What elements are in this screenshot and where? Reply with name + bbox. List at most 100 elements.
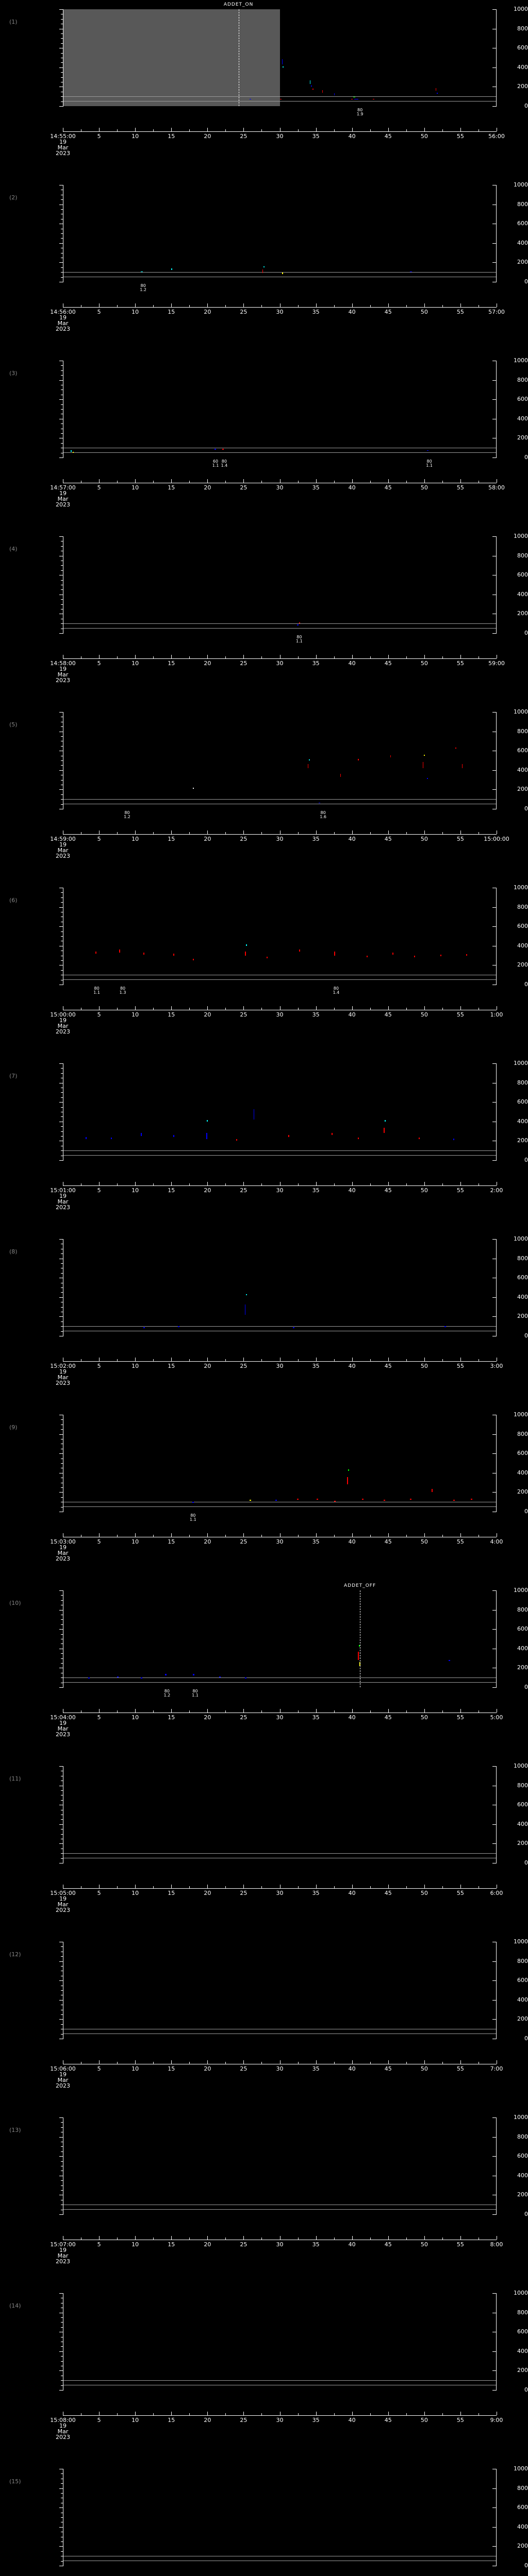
x-tick [243,303,244,307]
x-tick-minor [261,2413,262,2415]
y-tick [59,1316,63,1317]
y-tick-minor [61,760,63,761]
x-tick-label: 15:05:00 [50,1890,76,1896]
x-tick [171,479,172,483]
date-part: Mar [57,496,69,502]
y-tick [59,2351,63,2352]
x-tick-minor [117,1359,118,1361]
y-tick-minor [61,277,63,278]
x-tick-minor [406,2413,407,2415]
x-axis-date: 19 Mar 2023 [56,315,70,332]
x-tick-label: 10 [131,309,139,315]
x-tick-label: 45 [384,309,392,315]
spectrogram-mark [362,1499,364,1500]
x-tick [243,2236,244,2240]
x-tick [316,1006,317,1010]
y-tick-label: 0 [524,1157,528,1163]
x-tick-minor [370,1183,371,1185]
x-axis-line [63,658,497,659]
x-axis-date: 19 Mar 2023 [56,1545,70,1562]
x-tick-label: 35 [312,1363,320,1369]
y-tick [59,1999,63,2001]
x-tick [388,2060,389,2064]
x-tick-minor [261,832,262,834]
y-tick-minor [61,2161,63,2162]
x-tick [99,1358,100,1361]
spectrogram-mark [423,754,425,756]
y-axis-label: Frequency (Hz) [0,1117,1,1160]
x-tick-minor [478,2238,479,2240]
x-tick-minor [406,481,407,483]
x-tick-label: 10 [131,2241,139,2248]
x-tick [424,1182,425,1185]
y-tick-minor [61,33,63,34]
y-tick-minor [61,604,63,605]
y-tick [59,926,63,927]
panel-annotation: 80 1.4 [221,459,228,468]
spectrogram-mark [245,944,247,946]
x-tick-label: 3:00 [490,1363,503,1369]
x-tick-minor [261,1535,262,1537]
x-tick-minor [334,1008,335,1010]
y-tick-minor [61,1150,63,1151]
panel-annotation: 80 1.1 [426,459,433,468]
panel-annotation: 80 1.1 [295,635,303,643]
y-tick-right [492,457,497,458]
x-tick-minor [261,1710,262,1713]
y-tick-minor [61,1092,63,1093]
y-tick [59,2137,63,2138]
x-tick-label: 25 [240,484,248,491]
y-tick-right [492,262,497,263]
x-tick-minor [298,1710,299,1713]
x-tick-label: 50 [420,2065,428,2072]
y-tick-label: 200 [517,2015,528,2023]
x-tick [352,303,353,307]
x-tick-label: 5 [97,1714,101,1721]
y-tick-minor [61,2541,63,2542]
x-tick [207,128,208,131]
spectrogram-mark [427,450,429,451]
x-tick-minor [478,832,479,834]
x-tick-label: 20 [204,2065,211,2072]
x-tick-label: 30 [276,1538,284,1545]
panel-annotation: 80 1.9 [356,108,364,116]
x-axis-line [63,2415,497,2416]
y-tick [59,67,63,68]
y-tick-label: 800 [517,727,528,735]
x-tick-minor [478,481,479,483]
x-tick-minor [225,1008,226,1010]
x-tick-minor [406,1886,407,1888]
x-tick [171,1885,172,1888]
y-tick-minor [61,199,63,200]
y-tick-right [492,633,497,634]
y-tick [59,457,63,458]
x-tick [171,2412,172,2415]
x-tick-label: 10 [131,484,139,491]
x-tick [135,1885,136,1888]
x-tick [316,303,317,307]
x-tick-minor [478,1008,479,1010]
panel-13: 0 200 400 600 800 1000 Frequency (Hz) (13) 15:07… [0,2108,528,2284]
y-tick-minor [61,1107,63,1108]
x-tick-minor [406,2238,407,2240]
x-tick-label: 45 [384,2417,392,2424]
x-tick-minor [225,1710,226,1713]
y-axis-label: Frequency (Hz) [0,766,1,809]
x-tick-label: 35 [312,1890,320,1896]
x-tick-minor [370,1008,371,1010]
x-tick [207,1709,208,1713]
x-tick-label: 56:00 [488,133,505,140]
y-tick-label: 400 [517,942,528,949]
x-tick [316,479,317,483]
x-tick-minor [406,2062,407,2064]
x-tick-minor [153,2413,154,2415]
x-tick-label: 35 [312,2241,320,2248]
x-tick-minor [298,305,299,307]
x-tick-minor [334,305,335,307]
x-tick-label: 45 [384,1363,392,1369]
y-axis-label: Frequency (Hz) [0,2347,1,2390]
x-tick [316,1709,317,1713]
y-tick-minor [61,267,63,268]
y-tick-minor [61,1834,63,1835]
y-tick-minor [61,1273,63,1274]
